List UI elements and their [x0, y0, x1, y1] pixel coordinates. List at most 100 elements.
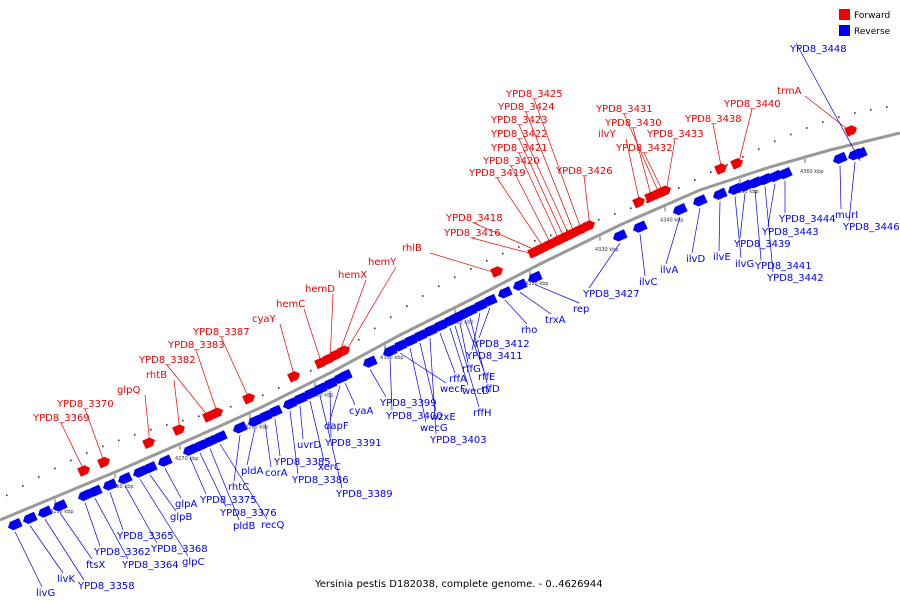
reverse-gene-arrow[interactable]	[776, 166, 793, 181]
reverse-gene-arrow[interactable]	[831, 151, 848, 166]
reverse-gene-label[interactable]: YPD8_3443	[761, 227, 819, 238]
forward-gene-label[interactable]: YPD8_3370	[56, 399, 114, 410]
reverse-gene-label[interactable]: YPD8_3439	[733, 239, 791, 250]
reverse-gene-label[interactable]: pldB	[233, 521, 255, 532]
forward-gene-label[interactable]: YPD8_3426	[555, 166, 613, 177]
reverse-gene-arrow[interactable]	[116, 472, 133, 486]
reverse-gene-arrow[interactable]	[611, 229, 628, 243]
reverse-gene-label[interactable]: uvrD	[297, 440, 321, 451]
reverse-gene-arrow[interactable]	[496, 286, 513, 300]
reverse-gene-label[interactable]: ilvC	[639, 277, 657, 288]
reverse-gene-label[interactable]: ilvE	[713, 252, 731, 263]
reverse-gene-arrow[interactable]	[711, 187, 728, 202]
reverse-gene-arrow[interactable]	[526, 270, 543, 285]
reverse-gene-label[interactable]: YPD8_3403	[429, 435, 487, 446]
reverse-gene-label[interactable]: YPD8_3358	[77, 581, 135, 592]
reverse-gene-label[interactable]: murI	[835, 210, 858, 221]
reverse-gene-label[interactable]: YPD8_3444	[778, 214, 836, 225]
reverse-gene-label[interactable]: YPD8_3375	[199, 495, 257, 506]
reverse-gene-label[interactable]: cyaA	[349, 406, 374, 417]
reverse-gene-label[interactable]: glpA	[175, 499, 197, 510]
forward-gene-label[interactable]: YPD8_3369	[32, 413, 90, 424]
reverse-gene-arrow[interactable]	[231, 421, 248, 435]
reverse-gene-label[interactable]: dapF	[324, 421, 349, 432]
forward-gene-label[interactable]: YPD8_3422	[490, 129, 548, 140]
forward-gene-arrow[interactable]	[172, 423, 187, 436]
forward-gene-label[interactable]: YPD8_3416	[443, 228, 501, 239]
forward-gene-arrow[interactable]	[337, 344, 352, 357]
forward-gene-arrow[interactable]	[582, 219, 597, 232]
reverse-gene-arrow[interactable]	[481, 293, 498, 308]
reverse-gene-label[interactable]: YPD8_3442	[766, 273, 824, 284]
forward-gene-label[interactable]: hemC	[276, 299, 305, 310]
reverse-gene-label[interactable]: YPD8_3412	[472, 339, 530, 350]
reverse-gene-arrow[interactable]	[766, 169, 783, 184]
forward-gene-label[interactable]: ilvY	[598, 129, 616, 140]
forward-gene-arrow[interactable]	[490, 265, 505, 278]
reverse-gene-label[interactable]: livK	[57, 574, 75, 585]
reverse-gene-label[interactable]: wecG	[420, 423, 448, 434]
forward-gene-label[interactable]: hemD	[305, 284, 335, 295]
reverse-gene-label[interactable]: YPD8_3385	[273, 457, 331, 468]
forward-gene-arrow[interactable]	[714, 162, 729, 175]
reverse-gene-label[interactable]: wecD	[462, 386, 490, 397]
reverse-gene-label[interactable]: YPD8_3362	[93, 547, 151, 558]
reverse-gene-label[interactable]: YPD8_3400	[385, 411, 443, 422]
reverse-gene-label[interactable]: YPD8_3427	[582, 289, 640, 300]
reverse-gene-label[interactable]: rffA	[449, 374, 467, 385]
reverse-gene-arrow[interactable]	[211, 430, 228, 444]
forward-gene-label[interactable]: YPD8_3418	[445, 213, 503, 224]
reverse-gene-label[interactable]: rffG	[462, 364, 481, 375]
reverse-gene-arrow[interactable]	[756, 172, 773, 187]
reverse-gene-arrow[interactable]	[361, 355, 378, 369]
reverse-gene-label[interactable]: pldA	[241, 466, 263, 477]
reverse-gene-label[interactable]: YPD8_3364	[121, 560, 179, 571]
reverse-gene-label[interactable]: wecF	[440, 384, 466, 395]
reverse-gene-label[interactable]: rffD	[481, 384, 500, 395]
forward-gene-arrow[interactable]	[77, 464, 92, 477]
reverse-gene-label[interactable]: livG	[36, 588, 55, 599]
reverse-gene-label[interactable]: ilvD	[686, 254, 705, 265]
forward-gene-label[interactable]: YPD8_3383	[167, 340, 225, 351]
reverse-gene-label[interactable]: YPD8_3376	[219, 508, 277, 519]
reverse-gene-label[interactable]: YPD8_3368	[150, 544, 208, 555]
reverse-gene-label[interactable]: rep	[573, 304, 589, 315]
forward-gene-label[interactable]: YPD8_3430	[604, 118, 662, 129]
forward-gene-arrow[interactable]	[287, 370, 302, 383]
forward-gene-arrow[interactable]	[632, 195, 647, 209]
forward-gene-label[interactable]: cyaY	[252, 314, 277, 325]
forward-gene-label[interactable]: hemX	[338, 270, 367, 281]
reverse-gene-label[interactable]: rffE	[478, 372, 495, 383]
forward-gene-label[interactable]: rhtB	[146, 370, 167, 381]
reverse-gene-arrow[interactable]	[631, 220, 648, 234]
reverse-gene-label[interactable]: wzxE	[430, 412, 456, 423]
reverse-gene-label[interactable]: xerC	[318, 462, 341, 473]
forward-gene-arrow[interactable]	[322, 352, 337, 366]
reverse-gene-arrow[interactable]	[51, 499, 68, 513]
forward-gene-label[interactable]: YPD8_3382	[138, 355, 196, 366]
reverse-gene-arrow[interactable]	[736, 179, 753, 193]
forward-gene-arrow[interactable]	[210, 406, 225, 420]
reverse-gene-arrow[interactable]	[6, 517, 23, 532]
reverse-gene-label[interactable]: YPD8_3389	[335, 489, 393, 500]
forward-gene-label[interactable]: YPD8_3421	[490, 143, 548, 154]
reverse-gene-label[interactable]: ftsX	[86, 560, 105, 571]
forward-gene-arrow[interactable]	[844, 124, 859, 137]
forward-gene-label[interactable]: YPD8_3424	[497, 102, 555, 113]
reverse-gene-label[interactable]: recQ	[261, 520, 285, 531]
forward-gene-label[interactable]: YPD8_3433	[646, 129, 704, 140]
forward-gene-label[interactable]: rhlB	[402, 243, 422, 254]
forward-gene-label[interactable]: YPD8_3420	[482, 156, 540, 167]
reverse-gene-label[interactable]: trxA	[545, 315, 566, 326]
forward-gene-label[interactable]: trmA	[777, 86, 802, 97]
reverse-gene-arrow[interactable]	[101, 478, 118, 492]
forward-gene-arrow[interactable]	[658, 184, 673, 197]
reverse-gene-label[interactable]: rffH	[473, 408, 492, 419]
forward-gene-arrow[interactable]	[242, 392, 257, 405]
reverse-gene-arrow[interactable]	[141, 461, 158, 475]
reverse-gene-arrow[interactable]	[86, 484, 103, 499]
forward-gene-label[interactable]: YPD8_3438	[684, 114, 742, 125]
reverse-gene-arrow[interactable]	[36, 505, 53, 519]
reverse-gene-arrow[interactable]	[726, 182, 743, 197]
reverse-gene-label[interactable]: YPD8_3411	[465, 351, 523, 362]
